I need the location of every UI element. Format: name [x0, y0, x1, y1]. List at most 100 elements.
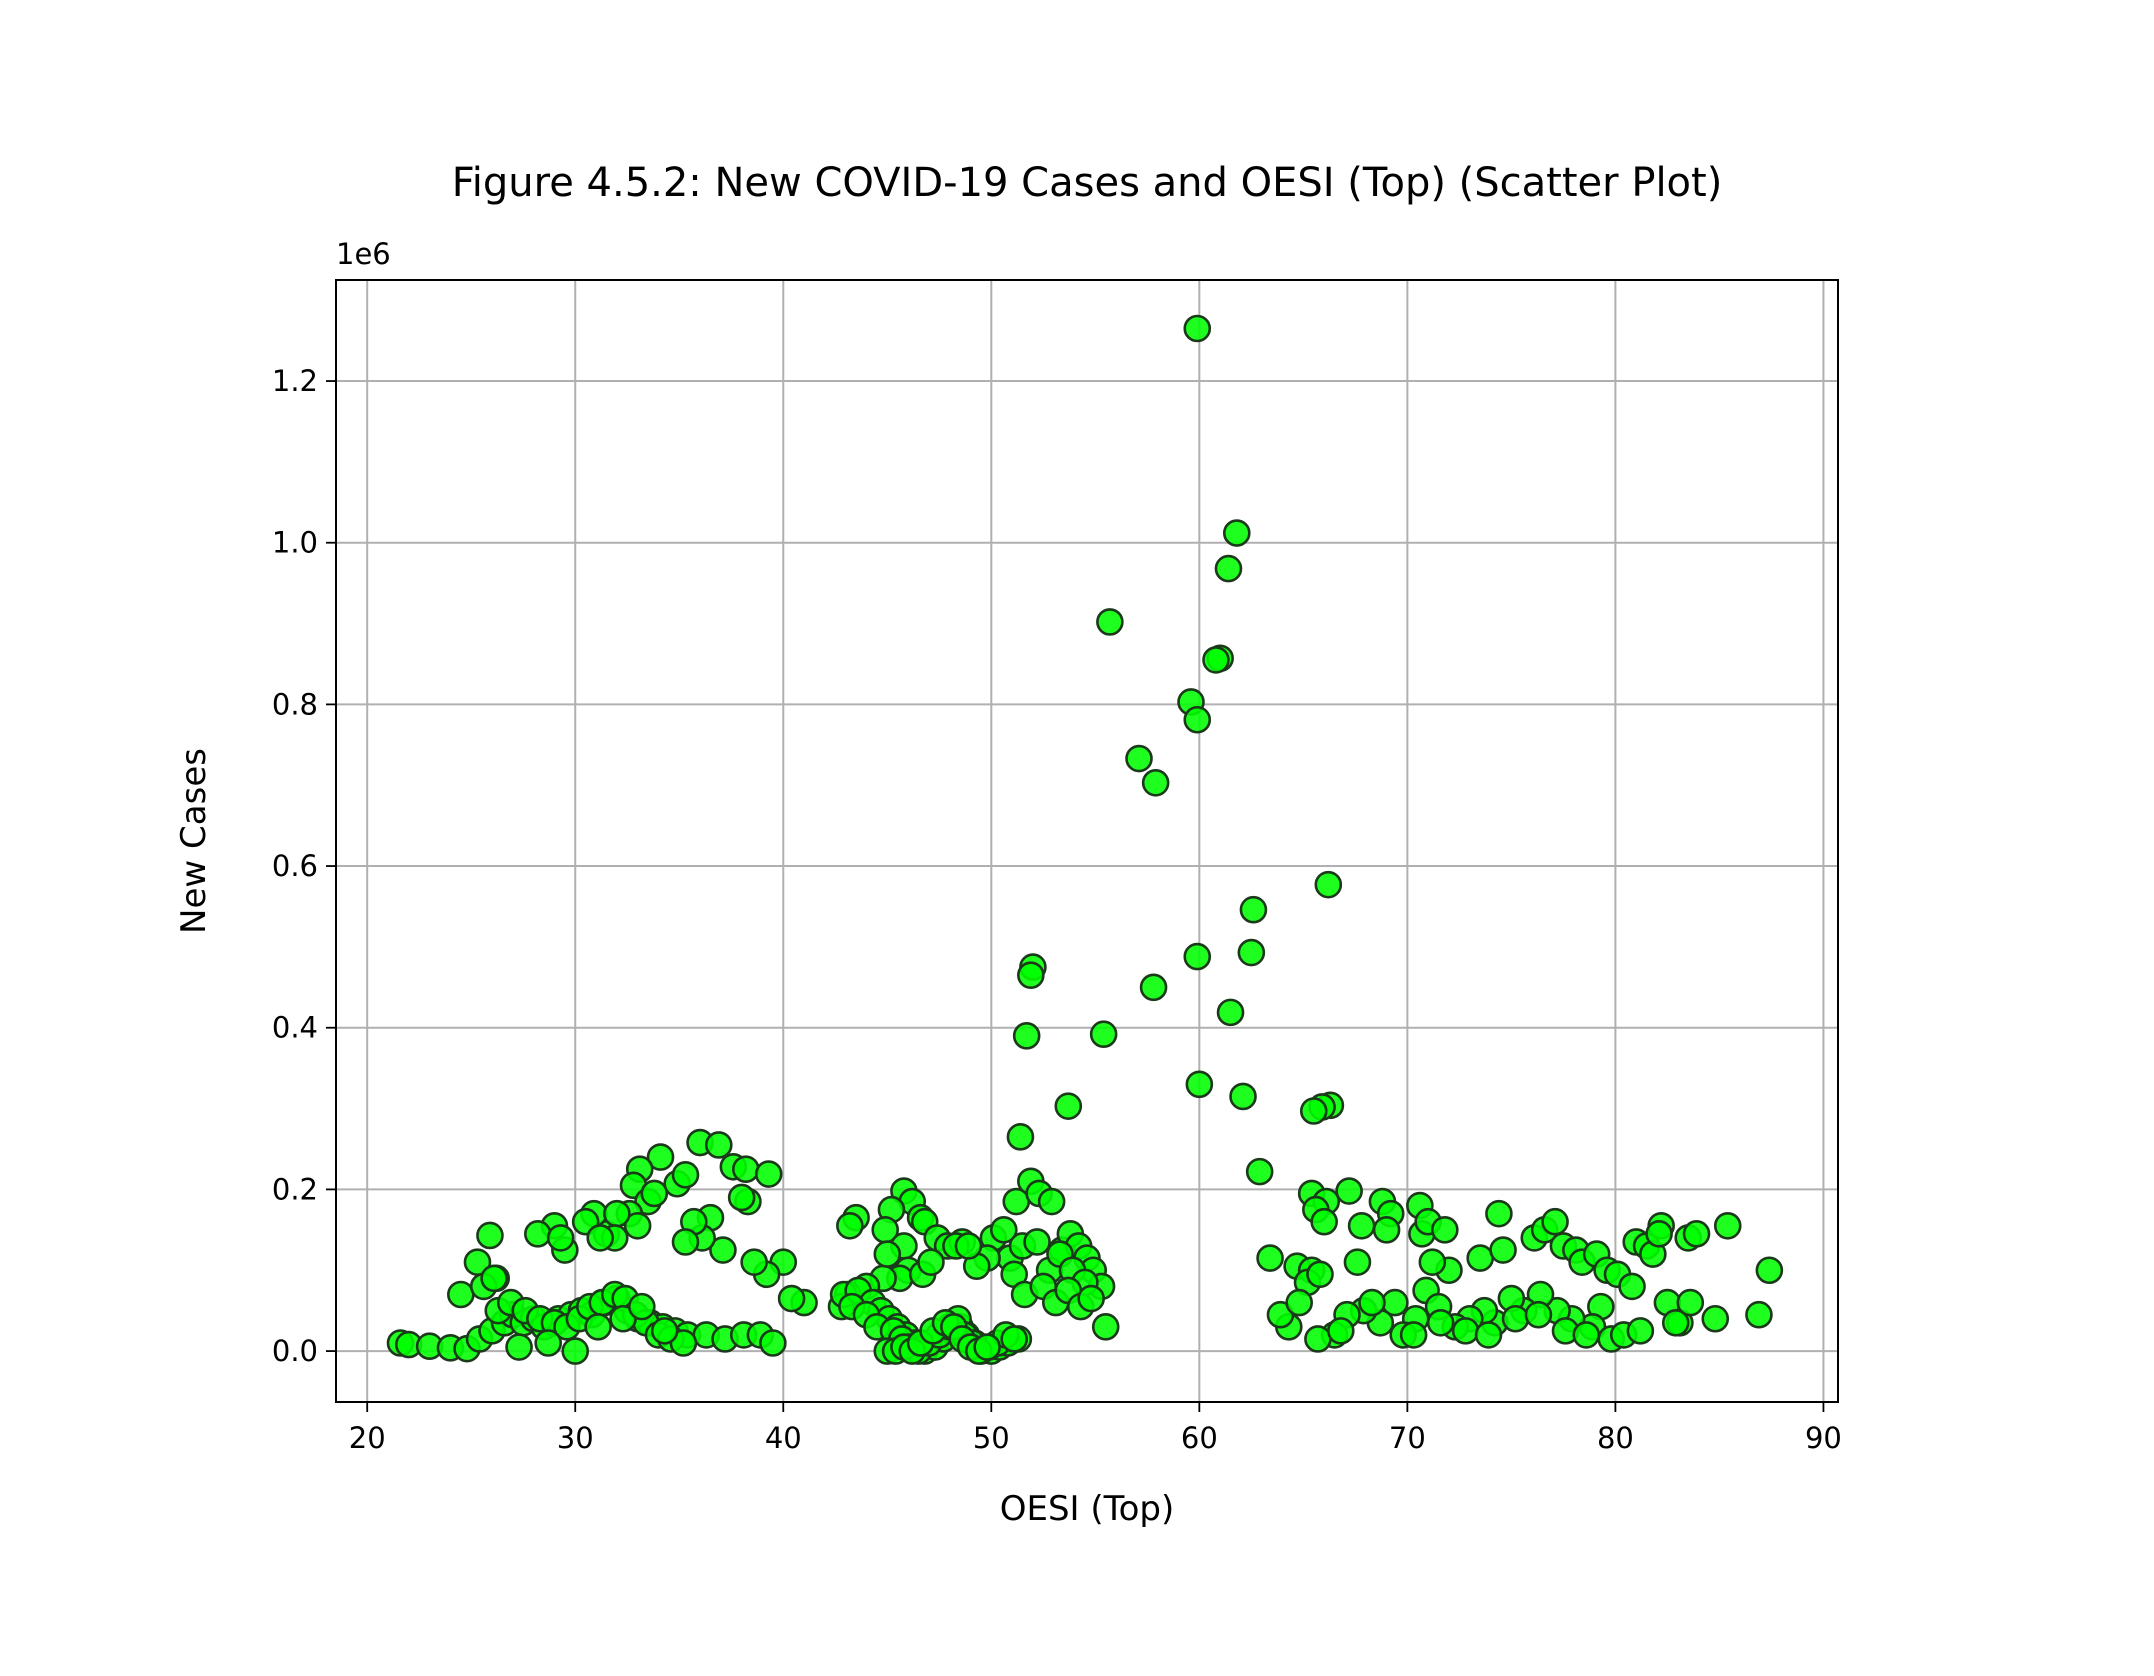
scatter-point [671, 1228, 700, 1256]
scatter-point [1183, 942, 1212, 971]
y-tick-label: 0.4 [272, 1011, 318, 1045]
x-tick-label: 80 [1597, 1421, 1634, 1455]
x-tick-label: 50 [973, 1421, 1010, 1455]
y-axis-label: New Cases [174, 748, 214, 934]
scatter-point [1645, 1220, 1673, 1248]
scatter-point [1358, 1288, 1386, 1317]
scatter-point [1037, 1187, 1066, 1216]
scatter-point [1418, 1248, 1447, 1276]
scatter-point [973, 1333, 1001, 1361]
scatter-point [628, 1292, 656, 1321]
y-tick-label: 0.0 [272, 1334, 318, 1368]
scatter-point [1755, 1256, 1784, 1285]
y-axis-offset-label: 1e6 [336, 237, 391, 271]
x-tick-label: 20 [349, 1421, 386, 1455]
scatter-point [1451, 1317, 1480, 1345]
scatter-point [917, 1248, 945, 1276]
y-tick-label: 0.8 [272, 687, 318, 721]
scatter-point [650, 1317, 679, 1345]
scatter-point [1183, 314, 1212, 343]
scatter-point [646, 1143, 675, 1171]
plot-frame [335, 279, 1839, 1403]
scatter-point [732, 1155, 760, 1183]
y-tick-label: 1.2 [272, 364, 318, 398]
scatter-point [709, 1236, 737, 1264]
y-tick-label: 0.6 [272, 849, 318, 883]
scatter-point [1618, 1272, 1646, 1301]
scatter-point [759, 1329, 787, 1357]
scatter-point [1285, 1288, 1313, 1317]
scatter-point [1626, 1317, 1655, 1345]
scatter-point [561, 1337, 590, 1365]
x-axis-label: OESI (Top) [1000, 1489, 1175, 1529]
scatter-point [1299, 1097, 1328, 1125]
scatter-point [1661, 1308, 1690, 1337]
scatter-point [704, 1131, 733, 1159]
scatter-point [989, 1216, 1018, 1244]
scatter-point [1485, 1199, 1513, 1228]
scatter-point [1183, 705, 1212, 734]
scatter-point [1256, 1244, 1284, 1272]
scatter-point [1399, 1321, 1428, 1349]
scatter-point [1141, 768, 1170, 797]
x-tick-label: 70 [1389, 1421, 1426, 1455]
scatter-point [1306, 1260, 1334, 1289]
scatter-point [754, 1160, 783, 1188]
scatter-point [1682, 1220, 1711, 1248]
scatter-point [1372, 1216, 1401, 1244]
scatter-point [1524, 1300, 1553, 1329]
scatter-point [480, 1264, 508, 1293]
scatter-point [1335, 1177, 1363, 1205]
scatter-point [1091, 1313, 1120, 1341]
scatter-point [505, 1333, 533, 1361]
chart-title: Figure 4.5.2: New COVID-19 Cases and OES… [452, 160, 1723, 206]
x-tick-label: 30 [557, 1421, 594, 1455]
y-tick-label: 1.0 [272, 526, 318, 560]
scatter-point [584, 1313, 612, 1341]
scatter-point [1023, 1228, 1051, 1256]
scatter-point [1054, 1092, 1083, 1120]
scatter-point [1304, 1325, 1332, 1353]
scatter-point [640, 1179, 669, 1208]
y-tick-label: 0.2 [272, 1172, 318, 1206]
scatter-point [523, 1220, 552, 1248]
scatter-point [727, 1183, 756, 1212]
scatter-point [1245, 1157, 1274, 1186]
scatter-point [1713, 1211, 1742, 1240]
data-points [386, 314, 1784, 1365]
scatter-point [1185, 1070, 1214, 1099]
scatter-point [623, 1211, 652, 1240]
x-tick-label: 90 [1805, 1421, 1842, 1455]
scatter-point [1347, 1211, 1376, 1240]
x-tick-label: 40 [765, 1421, 802, 1455]
scatter-point [1096, 608, 1124, 636]
scatter-point [1676, 1288, 1705, 1317]
scatter-point [447, 1280, 475, 1309]
scatter-point [873, 1240, 902, 1268]
scatter-point [1239, 895, 1268, 924]
axis-ticks: 20 30 40 50 60 70 80 90 0.0 0.2 0.4 0.6 0.8 1.0 1.2 [272, 364, 1842, 1455]
scatter-point [1501, 1304, 1530, 1333]
scatter-point [1327, 1317, 1355, 1345]
scatter-point [777, 1284, 806, 1313]
scatter-point [476, 1221, 504, 1250]
scatter-point [1541, 1207, 1569, 1236]
scatter-point [1222, 519, 1251, 547]
scatter-point [1089, 1020, 1118, 1048]
scatter-point [546, 1224, 575, 1252]
scatter-point [1216, 998, 1245, 1027]
scatter-point [1310, 1207, 1338, 1236]
scatter-point [1431, 1216, 1459, 1244]
scatter-point [1426, 1308, 1455, 1337]
scatter-point [1314, 870, 1343, 899]
scatter-point [1572, 1321, 1601, 1349]
scatter-point [1017, 961, 1045, 989]
scatter-point [1237, 938, 1266, 967]
scatter-point [1000, 1325, 1028, 1353]
scatter-point [1701, 1304, 1730, 1333]
scatter-point [1202, 646, 1230, 674]
scatter-point [1125, 744, 1153, 773]
